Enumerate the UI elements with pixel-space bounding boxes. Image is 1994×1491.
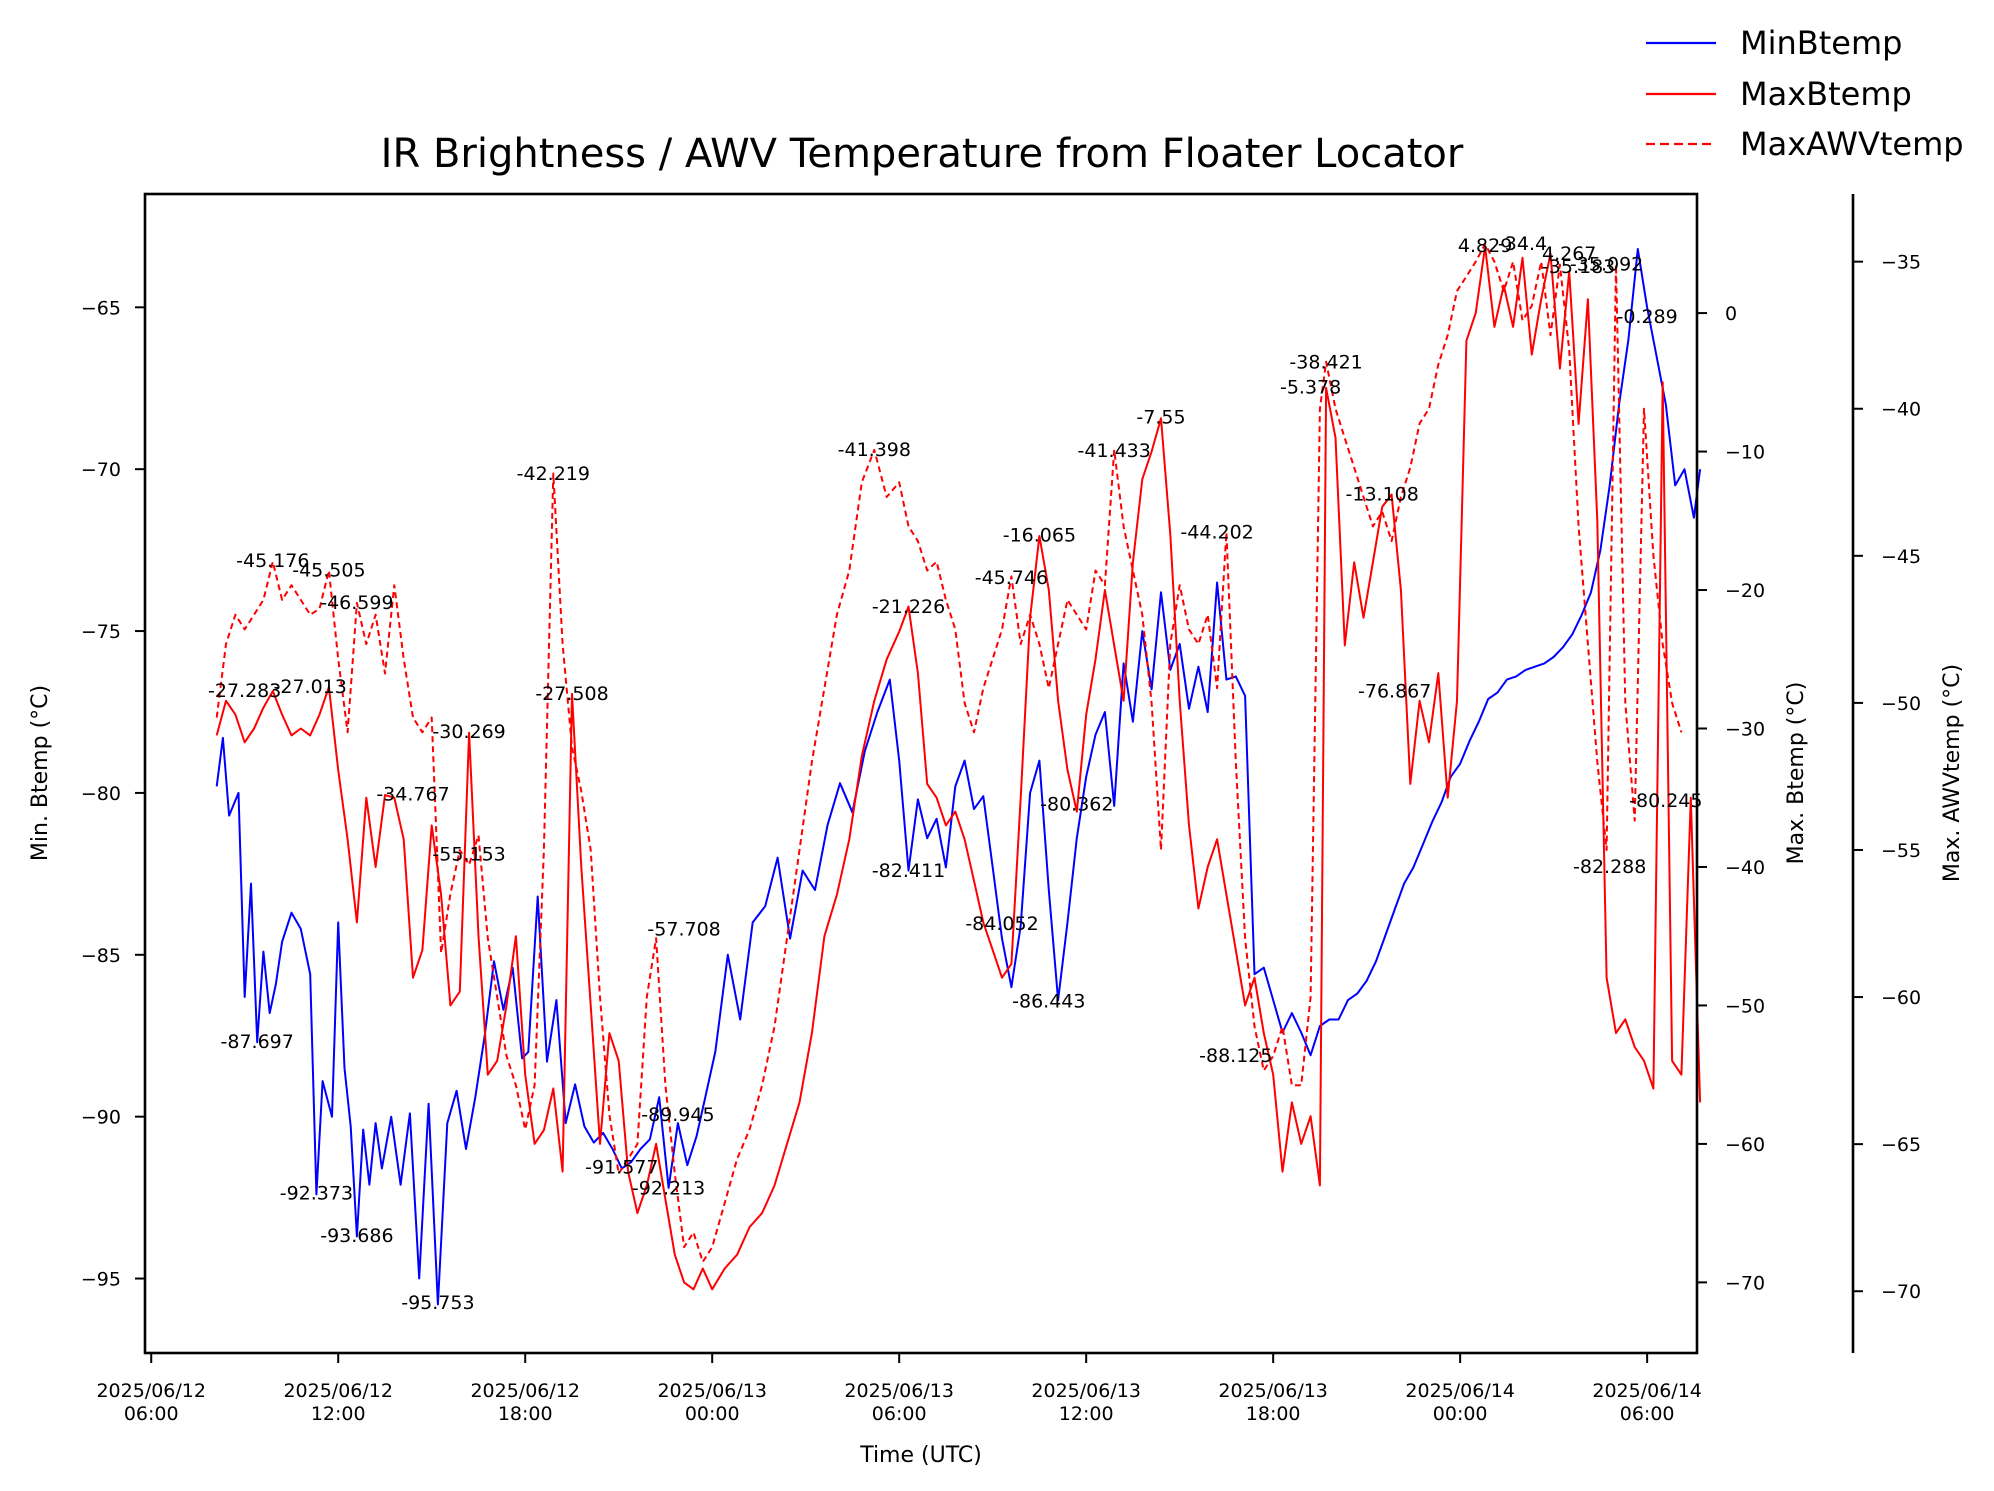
annotation-maxbtemp-0: -27.283 [208, 680, 281, 702]
series-line-maxbtemp [215, 245, 1702, 1291]
annotation-minbtemp-4: -91.577 [585, 1157, 658, 1179]
y-left-tick-label: −95 [81, 1269, 121, 1291]
annotation-maxbtemp-1: -27.013 [274, 676, 347, 698]
annotation-maxawvtemp-7: -45.746 [975, 567, 1048, 589]
x-tick-label: 2025/06/13 00:00 [657, 1380, 767, 1425]
annotation-minbtemp-10: -80.362 [1040, 794, 1113, 816]
x-axis-ticks: 2025/06/12 06:00 2025/06/12 12:00 2025/06/12… [96, 1353, 1702, 1425]
annotation-maxbtemp-12: -0.289 [1616, 306, 1677, 328]
legend-label-maxbtemp: MaxBtemp [1740, 75, 1912, 113]
y-right2-tick-label: −40 [1881, 399, 1921, 421]
annotation-maxawvtemp-2: -46.599 [320, 592, 393, 614]
x-tick-label: 2025/06/12 18:00 [470, 1380, 580, 1425]
annotation-maxawvtemp-3: -55.153 [432, 844, 505, 866]
annotation-minbtemp-11: -88.125 [1199, 1045, 1272, 1067]
series-line-maxawvtemp [215, 243, 1683, 1263]
annotation-minbtemp-13: -82.288 [1573, 856, 1646, 878]
annotation-maxawvtemp-6: -41.398 [838, 439, 911, 461]
y-right2-axis-ticks: −35 −40 −45 −50 −55 −60 −65 −70 [1853, 252, 1921, 1303]
annotation-minbtemp-12: -76.867 [1358, 681, 1431, 703]
legend-label-maxawvtemp: MaxAWVtemp [1740, 125, 1964, 163]
x-tick-label: 2025/06/12 12:00 [283, 1380, 393, 1425]
series-line-minbtemp [215, 248, 1702, 1306]
annotation-maxbtemp-11: 4.267 [1542, 243, 1596, 265]
annotation-minbtemp-7: -82.411 [872, 860, 945, 882]
y-right-tick-label: 0 [1725, 303, 1737, 325]
chart-title: IR Brightness / AWV Temperature from Flo… [381, 131, 1464, 177]
y-right-axis-label: Max. Btemp (°C) [1784, 682, 1809, 865]
annotation-maxbtemp-7: -7.55 [1136, 407, 1185, 429]
point-annotations: -87.697 -92.373 -93.686 -95.753 -91.577-92.2… [208, 233, 1702, 1314]
y-right-tick-label: −50 [1725, 995, 1765, 1017]
y-left-tick-label: −75 [81, 621, 121, 643]
annotation-minbtemp-2: -93.686 [320, 1225, 393, 1247]
y-left-tick-label: −85 [81, 945, 121, 967]
annotation-maxawvtemp-11: -34.4 [1498, 233, 1547, 255]
x-tick-label: 2025/06/12 06:00 [96, 1380, 206, 1425]
x-tick-label: 2025/06/14 06:00 [1592, 1380, 1702, 1425]
annotation-maxbtemp-2: -34.767 [376, 784, 449, 806]
y-left-tick-label: −90 [81, 1107, 121, 1129]
annotation-maxawvtemp-4: -42.219 [517, 463, 590, 485]
annotation-minbtemp-5: -92.213 [632, 1177, 705, 1199]
legend-label-minbtemp: MinBtemp [1740, 24, 1902, 62]
annotation-maxbtemp-5: -21.226 [872, 596, 945, 618]
y-right-tick-label: −30 [1725, 718, 1765, 740]
annotation-minbtemp-14: -80.245 [1629, 790, 1702, 812]
y-right2-tick-label: −35 [1881, 252, 1921, 274]
y-left-tick-label: −70 [81, 459, 121, 481]
annotation-minbtemp-9: -86.443 [1012, 991, 1085, 1013]
y-right2-tick-label: −50 [1881, 693, 1921, 715]
annotation-minbtemp-6: -89.945 [641, 1104, 714, 1126]
y-left-tick-label: −65 [81, 297, 121, 319]
annotation-maxbtemp-3: -30.269 [432, 721, 505, 743]
annotation-maxawvtemp-0: -45.176 [236, 550, 309, 572]
y-left-axis-ticks: −65 −70 −75 −80 −85 −90 −95 [81, 297, 145, 1291]
y-right-tick-label: −70 [1725, 1272, 1765, 1294]
annotation-maxawvtemp-1: -45.505 [292, 560, 365, 582]
x-axis-label: Time (UTC) [859, 1443, 982, 1468]
annotation-maxbtemp-6: -16.065 [1003, 525, 1076, 547]
y-right-axis-ticks: 0 −10 −20 −30 −40 −50 −60 −70 [1697, 303, 1765, 1294]
y-right2-tick-label: −70 [1881, 1281, 1921, 1303]
plot-frame [143, 192, 1699, 1355]
x-tick-label: 2025/06/13 06:00 [844, 1380, 954, 1425]
y-right2-tick-label: −65 [1881, 1134, 1921, 1156]
annotation-maxawvtemp-9: -44.202 [1180, 521, 1253, 543]
x-tick-label: 2025/06/13 18:00 [1218, 1380, 1328, 1425]
annotation-maxawvtemp-5: -57.708 [647, 919, 720, 941]
y-right2-tick-label: −55 [1881, 840, 1921, 862]
annotation-maxawvtemp-13: -35.092 [1570, 253, 1643, 275]
annotation-maxawvtemp-12: -35.183 [1542, 256, 1615, 278]
annotation-minbtemp-0: -87.697 [221, 1031, 294, 1053]
y-right-tick-label: −60 [1725, 1134, 1765, 1156]
plot-lines [215, 243, 1702, 1306]
y-right2-tick-label: −60 [1881, 987, 1921, 1009]
y-right-tick-label: −10 [1725, 442, 1765, 464]
annotation-minbtemp-1: -92.373 [280, 1183, 353, 1205]
annotation-maxbtemp-10: 4.829 [1458, 235, 1512, 257]
annotation-minbtemp-3: -95.753 [401, 1292, 474, 1314]
legend: MinBtemp MaxBtemp MaxAWVtemp [1646, 24, 1964, 163]
annotation-maxbtemp-8: -5.378 [1280, 377, 1341, 399]
y-right2-axis-label: Max. AWVtemp (°C) [1940, 664, 1965, 882]
y-right-tick-label: −40 [1725, 857, 1765, 879]
y-left-tick-label: −80 [81, 783, 121, 805]
x-tick-label: 2025/06/13 12:00 [1031, 1380, 1141, 1425]
x-tick-label: 2025/06/14 00:00 [1405, 1380, 1515, 1425]
y-right-tick-label: −20 [1725, 580, 1765, 602]
annotation-maxbtemp-4: -27.508 [535, 683, 608, 705]
y-right2-tick-label: −45 [1881, 546, 1921, 568]
annotation-maxawvtemp-10: -38.421 [1289, 351, 1362, 373]
annotation-minbtemp-8: -84.052 [965, 913, 1038, 935]
annotation-maxbtemp-9: -13.108 [1346, 484, 1419, 506]
y-left-axis-label: Min. Btemp (°C) [28, 685, 53, 861]
annotation-maxawvtemp-8: -41.433 [1078, 440, 1151, 462]
